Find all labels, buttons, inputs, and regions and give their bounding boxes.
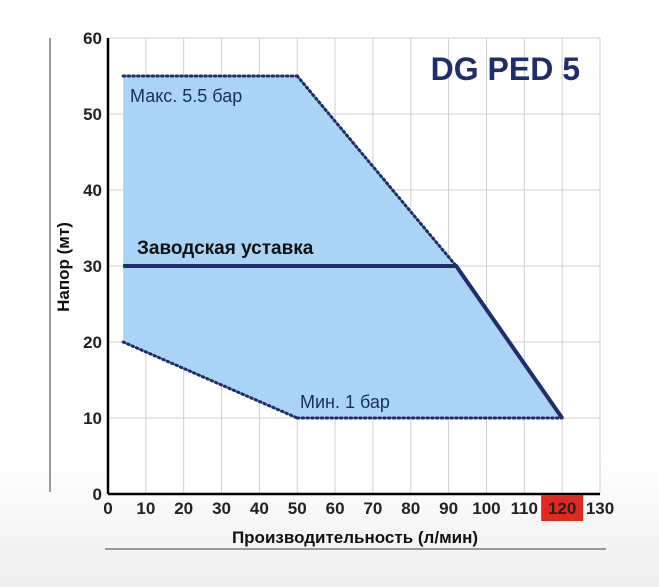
- y-tick-20: 20: [83, 333, 102, 352]
- x-tick-120: 120: [548, 499, 576, 518]
- x-tick-highlight: [541, 495, 584, 521]
- x-tick-100: 100: [472, 499, 500, 518]
- chart-title: DG PED 5: [431, 51, 580, 87]
- x-tick-10: 10: [136, 499, 155, 518]
- region-bounds: [121, 74, 564, 420]
- y-tick-10: 10: [83, 409, 102, 428]
- x-tick-40: 40: [250, 499, 269, 518]
- x-tick-80: 80: [401, 499, 420, 518]
- x-tick-70: 70: [363, 499, 382, 518]
- x-tick-20: 20: [174, 499, 193, 518]
- y-tick-50: 50: [83, 105, 102, 124]
- max-bound-slope: [295, 74, 458, 268]
- x-tick-110: 110: [511, 499, 538, 518]
- y-tick-40: 40: [83, 181, 102, 200]
- y-axis-label: Напор (мт): [54, 222, 73, 312]
- x-tick-labels: 0 10 20 30 40 50 60 70 80 90 100 110 120 130: [103, 495, 614, 521]
- y-tick-labels: 0 10 20 30 40 50 60: [83, 29, 102, 504]
- x-tick-90: 90: [439, 499, 458, 518]
- factory-setpoint-line: [123, 264, 564, 420]
- x-tick-0: 0: [103, 499, 112, 518]
- min-bound-slope: [121, 340, 299, 420]
- annotation-max: Макс. 5.5 бар: [130, 86, 242, 106]
- y-tick-30: 30: [83, 257, 102, 276]
- annotation-setpoint: Заводская уставка: [137, 238, 314, 259]
- operating-region: [123, 76, 563, 418]
- x-tick-130: 130: [586, 499, 614, 518]
- x-tick-50: 50: [288, 499, 307, 518]
- y-tick-0: 0: [93, 485, 102, 504]
- y-tick-60: 60: [83, 29, 102, 48]
- axes: [49, 38, 606, 550]
- x-tick-30: 30: [212, 499, 231, 518]
- x-tick-60: 60: [326, 499, 345, 518]
- annotation-min: Мин. 1 бар: [300, 392, 390, 412]
- x-axis-label: Производительность (л/мин): [232, 528, 478, 547]
